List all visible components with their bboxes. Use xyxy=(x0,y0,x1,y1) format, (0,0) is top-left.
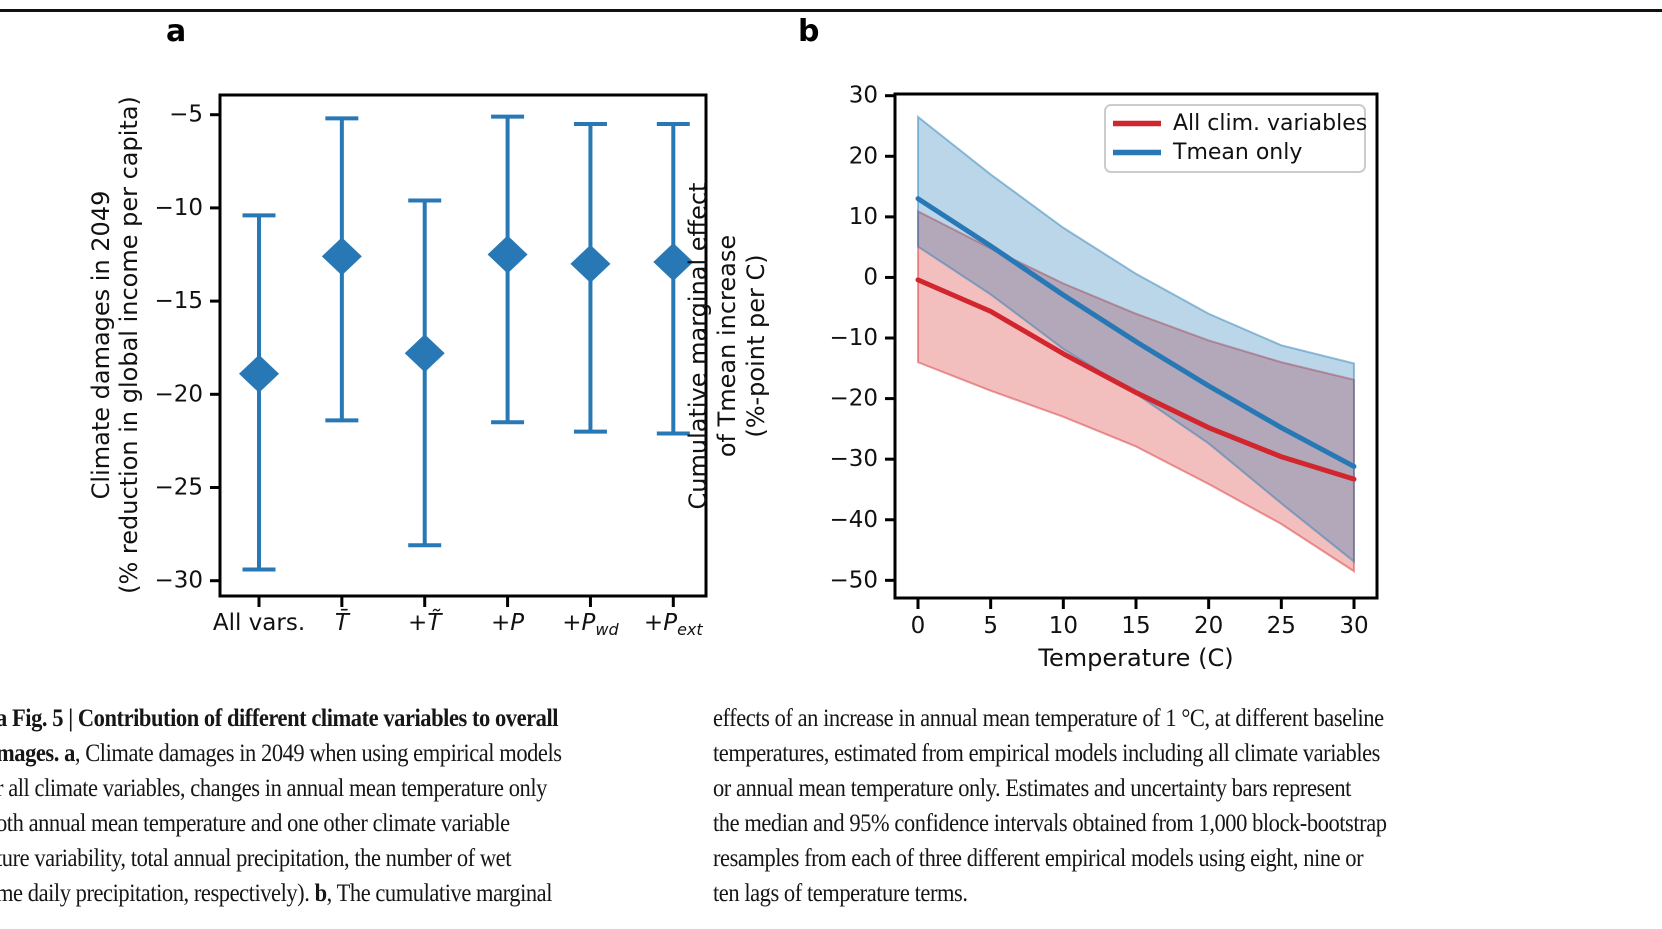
caption-left-column: a Fig. 5 | Contribution of different cli… xyxy=(0,701,680,911)
panel-a-x-tick-label: +T̃ xyxy=(408,609,443,636)
panel-b-axes-frame xyxy=(893,92,1379,600)
caption-line: temperatures, estimated from empirical m… xyxy=(713,740,1380,767)
panel-a-y-tick-label: −5 xyxy=(169,102,203,128)
panel-b-x-tick-label: 10 xyxy=(1049,613,1078,639)
median-diamond xyxy=(321,237,362,276)
errorbar-+Pwd xyxy=(570,122,611,434)
errorbar-+Tvar xyxy=(404,198,445,548)
line-tmean-only xyxy=(915,196,1357,469)
panel-b-x-tick-label: 0 xyxy=(911,613,926,639)
panel-a-y-tick-label: −20 xyxy=(154,381,203,407)
panel-b-x-tick-label: 20 xyxy=(1194,613,1223,639)
panel-b-y-tick-label: 20 xyxy=(849,143,878,169)
panel-a-label: a xyxy=(166,14,187,49)
panel-b-x-tick-label: 25 xyxy=(1267,613,1296,639)
panel-a-y-tick-label: −15 xyxy=(154,288,203,314)
panel-b-y-tick-label: −10 xyxy=(829,325,878,351)
panel-b-y-tick-label: −50 xyxy=(829,567,878,593)
legend-label-2: Tmean only xyxy=(1172,140,1302,165)
caption-line: me daily precipitation, respectively). b… xyxy=(0,880,553,907)
median-diamond xyxy=(570,244,611,283)
top-rule xyxy=(0,9,1662,12)
errorbar-All vars. xyxy=(239,213,279,572)
caption-line: oth annual mean temperature and one othe… xyxy=(0,810,510,837)
median-diamond xyxy=(653,242,694,281)
caption-line: mages. a, Climate damages in 2049 when u… xyxy=(0,740,562,767)
caption-right-column: effects of an increase in annual mean te… xyxy=(713,701,1541,911)
panel-b-x-tick-label: 30 xyxy=(1339,613,1368,639)
median-diamond xyxy=(487,235,528,274)
panel-b-y-tick-label: −20 xyxy=(829,386,878,412)
panel-a-x-tick-label: T̄ xyxy=(335,608,351,636)
panel-a-y-axis-label: (% reduction in global income per capita… xyxy=(115,96,143,594)
panel-b-y-tick-label: 10 xyxy=(849,204,878,230)
panel-a-x-tick-label: All vars. xyxy=(213,610,305,636)
panel-a-y-tick-label: −10 xyxy=(154,195,203,221)
panel-b-y-axis-label: of Tmean increase xyxy=(713,235,741,457)
legend-box xyxy=(1104,104,1366,173)
errorbar-Tmean xyxy=(321,116,362,423)
figure-plots: Climate damages in 2049 (% reduction in g… xyxy=(87,83,1379,672)
panel-b-x-tick-label: 15 xyxy=(1121,613,1150,639)
panel-a-y-tick-label: −30 xyxy=(154,568,203,594)
legend: All clim. variables Tmean only xyxy=(1104,104,1367,173)
panel-a-x-tick-label: +Pext xyxy=(644,610,703,639)
legend-label-1: All clim. variables xyxy=(1173,111,1367,136)
caption-line: the median and 95% confidence intervals … xyxy=(713,810,1387,837)
panel-b-y-tick-label: −30 xyxy=(829,446,878,472)
panel-a-y-axis-label: Climate damages in 2049 xyxy=(87,191,115,500)
panel-b-label: b xyxy=(798,14,820,49)
panel-a-x-tick-label: +Pwd xyxy=(562,610,619,639)
panel-b-y-tick-label: −40 xyxy=(829,507,878,533)
line-all-clim-variables xyxy=(915,277,1357,482)
panel-b-y-tick-label: 0 xyxy=(863,264,878,290)
errorbar-+Pext xyxy=(653,122,694,436)
panel-b-x-axis-label: Temperature (C) xyxy=(1037,644,1233,672)
panel-b-y-axis-label: (%-point per C) xyxy=(742,254,770,437)
panel-a-axes-frame xyxy=(218,93,708,598)
median-diamond xyxy=(404,334,445,373)
caption-line: effects of an increase in annual mean te… xyxy=(713,705,1384,732)
caption-line: resamples from each of three different e… xyxy=(713,845,1364,872)
errorbar-+P xyxy=(487,114,528,425)
median-diamond xyxy=(239,354,279,393)
panel-a-x-tick-label: +P xyxy=(491,610,524,636)
caption-line: ten lags of temperature terms. xyxy=(713,880,968,907)
caption-line: ture variability, total annual precipita… xyxy=(0,845,512,872)
panel-b-y-tick-label: 30 xyxy=(849,83,878,109)
caption-line: r all climate variables, changes in annu… xyxy=(0,775,547,802)
panel-b-y-axis-label: Cumulative marginal effect xyxy=(684,183,712,510)
panel-a-y-tick-label: −25 xyxy=(154,475,203,501)
panel-b-x-tick-label: 5 xyxy=(983,613,998,639)
caption-line: or annual mean temperature only. Estimat… xyxy=(713,775,1351,802)
caption-line: a Fig. 5 | Contribution of different cli… xyxy=(0,705,559,732)
